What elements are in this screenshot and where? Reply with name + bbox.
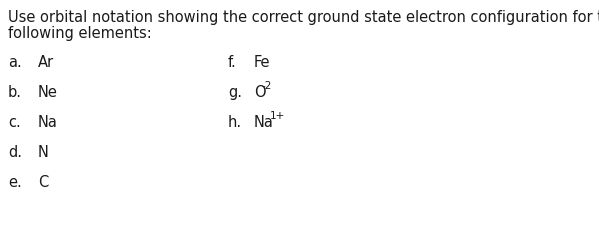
Text: O: O: [254, 85, 265, 100]
Text: Na: Na: [254, 115, 274, 130]
Text: N: N: [38, 145, 49, 160]
Text: Fe: Fe: [254, 55, 271, 70]
Text: C: C: [38, 175, 49, 190]
Text: b.: b.: [8, 85, 22, 100]
Text: e.: e.: [8, 175, 22, 190]
Text: a.: a.: [8, 55, 22, 70]
Text: Ne: Ne: [38, 85, 58, 100]
Text: c.: c.: [8, 115, 21, 130]
Text: Ar: Ar: [38, 55, 54, 70]
Text: Na: Na: [38, 115, 58, 130]
Text: following elements:: following elements:: [8, 26, 152, 41]
Text: d.: d.: [8, 145, 22, 160]
Text: Use orbital notation showing the correct ground state electron configuration for: Use orbital notation showing the correct…: [8, 10, 599, 25]
Text: 1+: 1+: [270, 111, 285, 121]
Text: g.: g.: [228, 85, 242, 100]
Text: h.: h.: [228, 115, 242, 130]
Text: -2: -2: [262, 81, 273, 91]
Text: f.: f.: [228, 55, 237, 70]
